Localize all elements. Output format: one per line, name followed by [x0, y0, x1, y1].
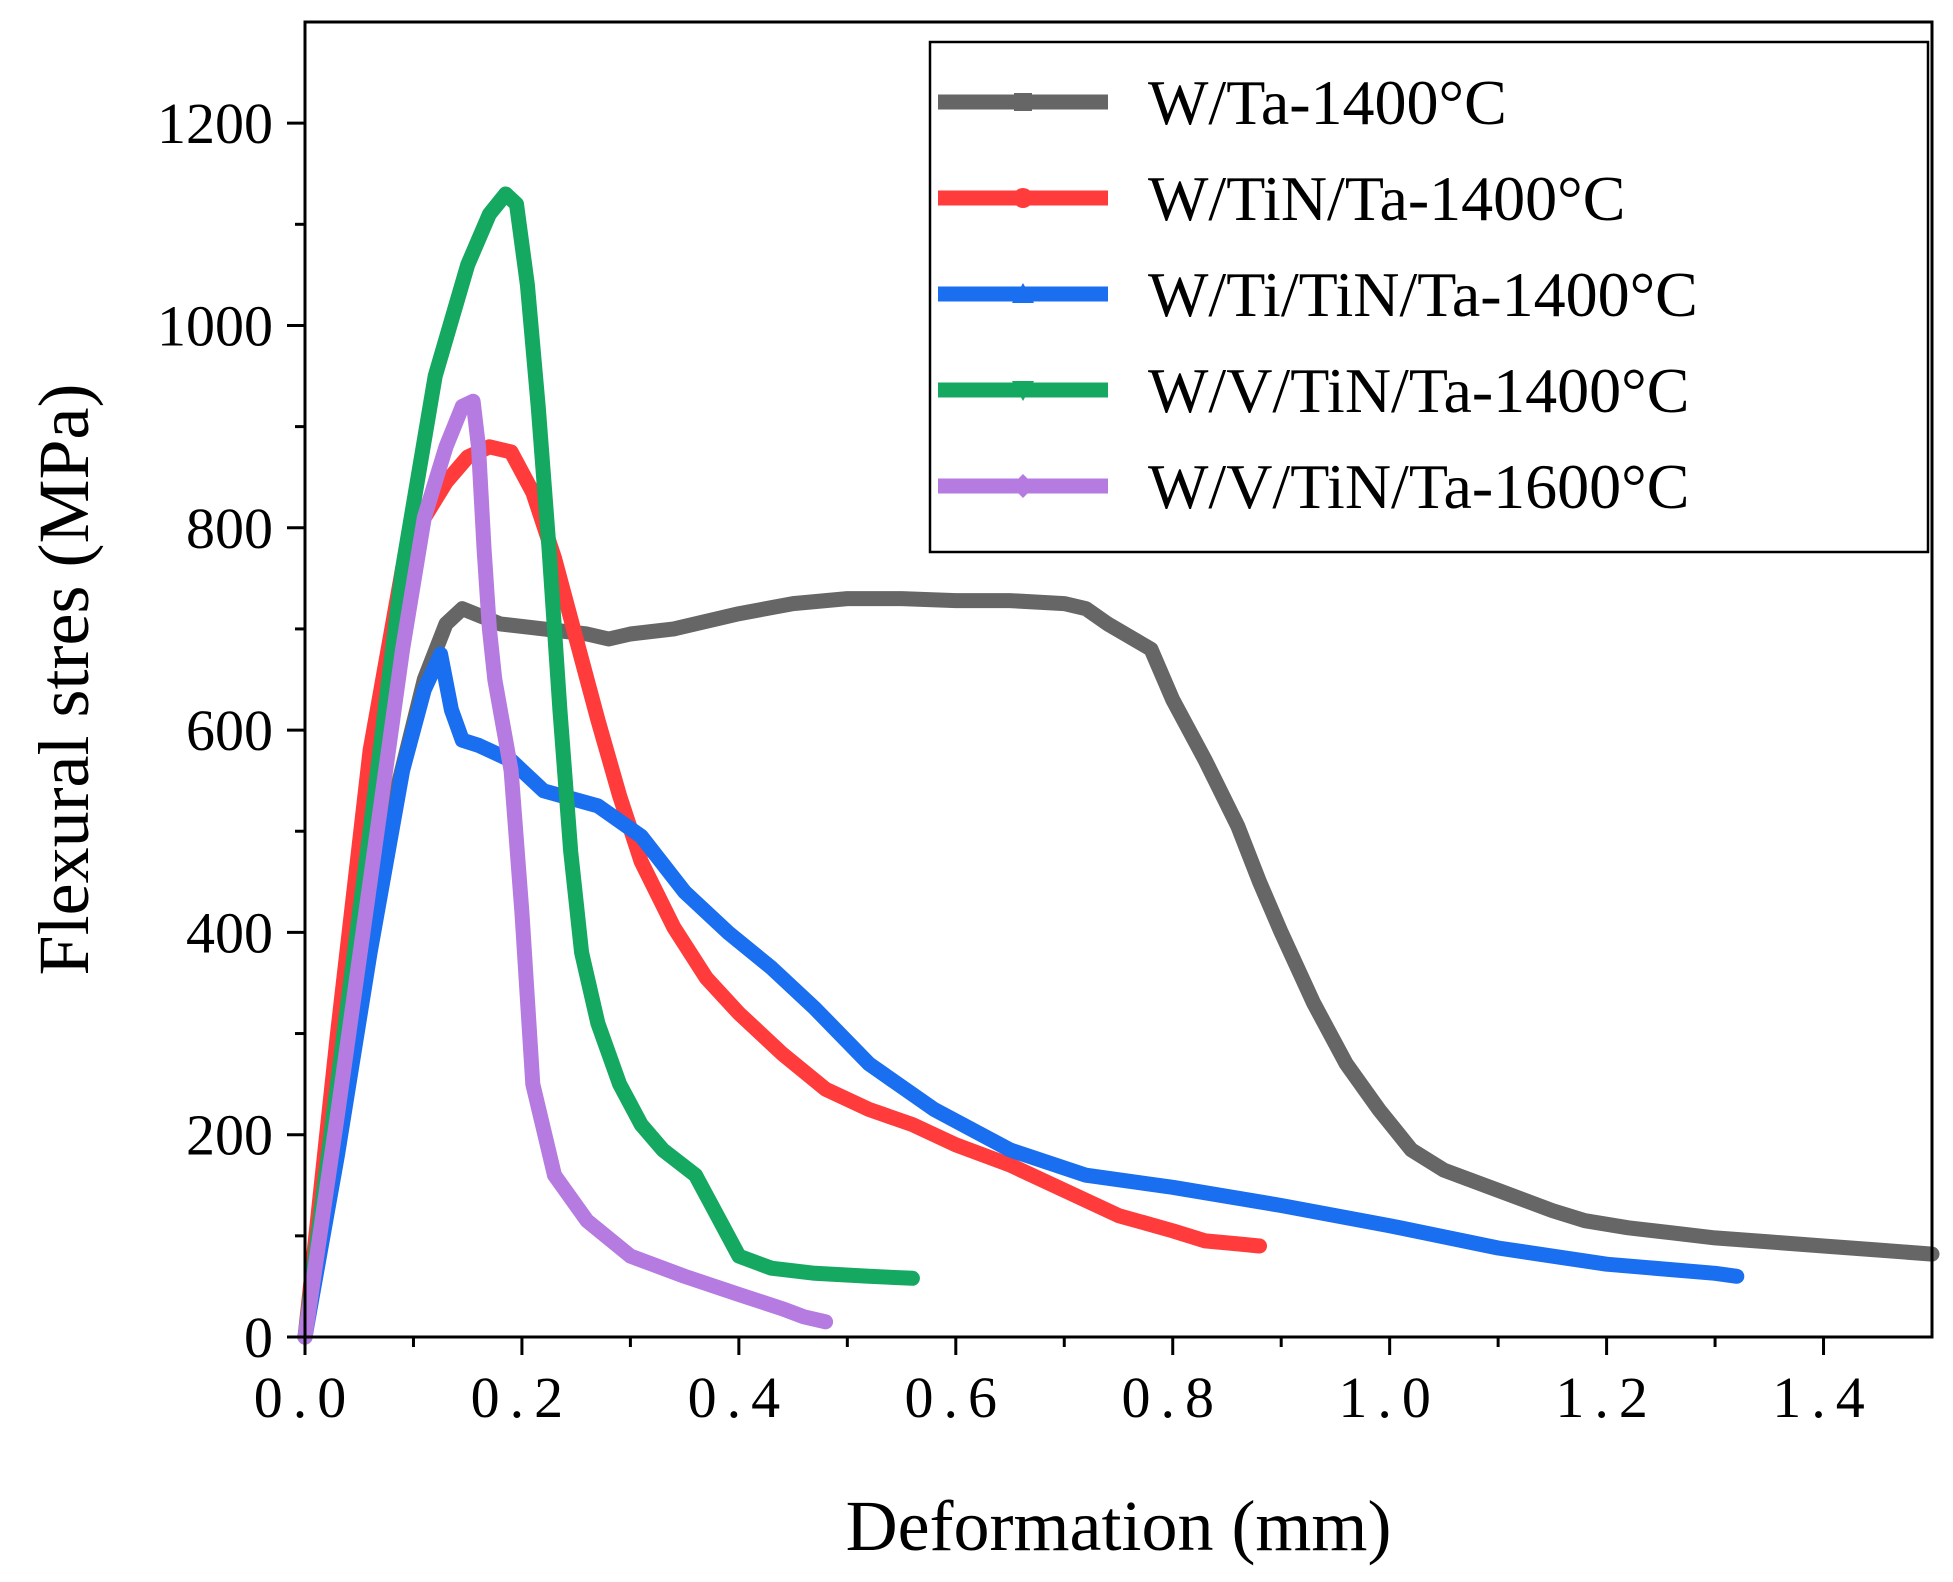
legend-label-5: W/V/TiN/Ta-1600°C [1148, 451, 1689, 522]
series-line-5 [297, 393, 834, 1345]
x-tick-label: 0.2 [471, 1365, 574, 1430]
x-tick-label: 0.4 [688, 1365, 791, 1430]
legend-marker [1011, 474, 1035, 498]
plot-frame [303, 20, 1934, 1339]
x-tick-label: 0.8 [1121, 1365, 1224, 1430]
legend-label-2: W/TiN/Ta-1400°C [1148, 163, 1625, 234]
series-line-1 [297, 591, 1940, 1345]
series-layer [297, 186, 1940, 1345]
x-axis-title: Deformation (mm) [846, 1486, 1392, 1566]
y-tick-label: 400 [186, 900, 273, 965]
series-line-4 [297, 186, 920, 1345]
y-tick-label: 1000 [157, 293, 273, 358]
legend-marker [1014, 93, 1032, 111]
y-axis-title: Flexural stres (MPa) [24, 384, 104, 976]
series-line-3 [297, 646, 1745, 1345]
y-tick-label: 600 [186, 698, 273, 763]
x-tick-label: 1.2 [1555, 1365, 1658, 1430]
legend-label-3: W/Ti/TiN/Ta-1400°C [1148, 259, 1698, 330]
x-tick-label: 0.6 [905, 1365, 1008, 1430]
legend-label-4: W/V/TiN/Ta-1400°C [1148, 355, 1689, 426]
y-tick-label: 1200 [157, 91, 273, 156]
legend-marker [1012, 283, 1034, 303]
y-tick-label: 200 [186, 1103, 273, 1168]
y-tick-label: 0 [244, 1305, 273, 1370]
y-tick-label: 800 [186, 496, 273, 561]
legend: W/Ta-1400°C W/TiN/Ta-1400°C W/Ti/TiN/Ta-14… [928, 40, 1930, 554]
legend-marker [1013, 188, 1033, 208]
ticks-layer: 0.0 0.2 0.4 0.6 0.8 1.0 1.2 1.4 0 200 400 600 800 100… [157, 91, 1875, 1430]
series-line-2 [297, 439, 1267, 1345]
legend-label-1: W/Ta-1400°C [1148, 67, 1507, 138]
x-tick-label: 1.4 [1772, 1365, 1875, 1430]
x-tick-label: 0.0 [254, 1365, 357, 1430]
axes-layer [303, 20, 1934, 1339]
x-tick-label: 1.0 [1338, 1365, 1441, 1430]
legend-marker [1012, 381, 1034, 401]
